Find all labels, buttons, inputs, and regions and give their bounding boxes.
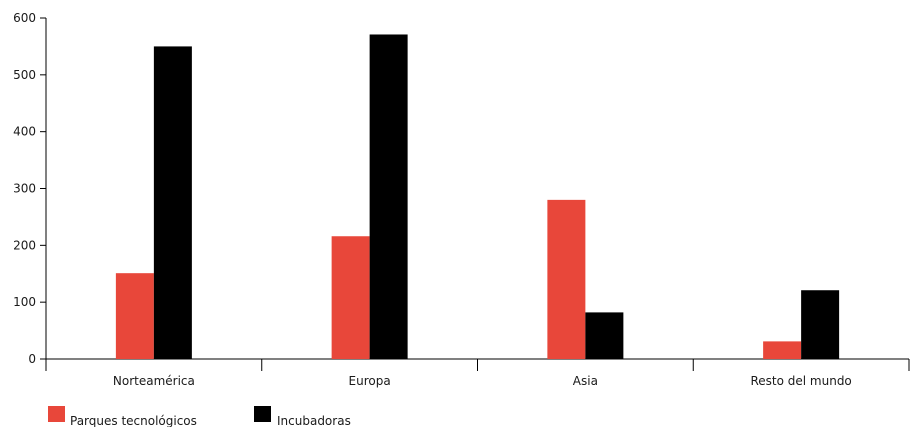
- legend-label-0: Parques tecnológicos: [70, 414, 197, 427]
- x-tick-label: Resto del mundo: [750, 374, 851, 388]
- y-tick-label: 600: [13, 11, 36, 25]
- legend-swatch-0: [48, 406, 65, 422]
- x-tick-label: Asia: [573, 374, 598, 388]
- bars: [115, 34, 840, 360]
- legend-swatch-1: [254, 406, 271, 422]
- x-tick-label: Europa: [349, 374, 391, 388]
- y-axis: 0 100 200 300 400 500 600: [13, 11, 47, 366]
- bar-incubadoras-3: [801, 290, 840, 359]
- bar-parques-1: [331, 236, 370, 359]
- legend-label-1: Incubadoras: [277, 414, 351, 427]
- x-axis: Norteamérica Europa Asia Resto del mundo: [45, 358, 910, 388]
- legend: Parques tecnológicos Incubadoras: [48, 406, 351, 428]
- bar-incubadoras-2: [585, 312, 624, 359]
- y-tick-label: 400: [13, 125, 36, 139]
- y-tick-label: 500: [13, 68, 36, 82]
- bar-incubadoras-0: [153, 46, 192, 360]
- bar-parques-3: [763, 341, 802, 359]
- y-tick-label: 100: [13, 295, 36, 309]
- bar-parques-2: [547, 199, 586, 359]
- bar-incubadoras-1: [369, 34, 408, 360]
- bar-parques-0: [115, 273, 154, 359]
- y-tick-label: 300: [13, 182, 36, 196]
- y-tick-label: 0: [28, 352, 36, 366]
- x-tick-label: Norteamérica: [113, 374, 195, 388]
- y-tick-label: 200: [13, 238, 36, 252]
